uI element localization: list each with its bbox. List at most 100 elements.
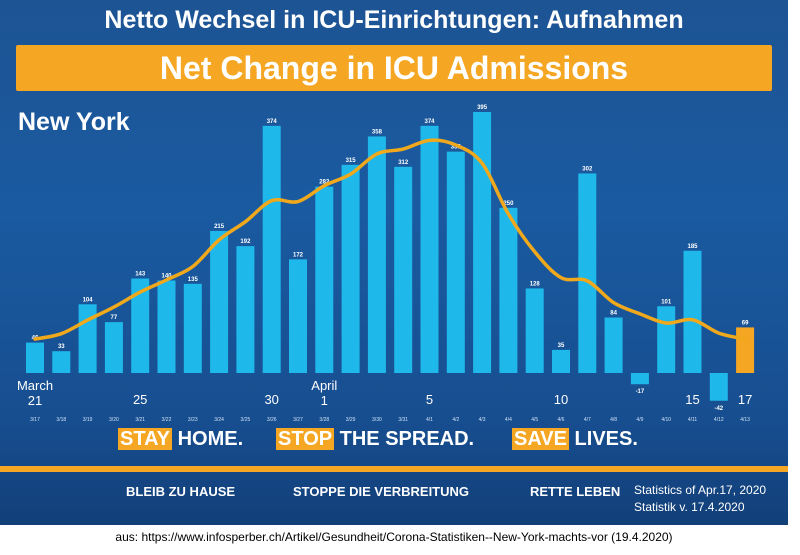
data-label: 84: [610, 310, 617, 316]
overlay-date-label: 15: [685, 392, 699, 407]
bar-3/18: [52, 351, 71, 373]
x-tick-label: 3/28: [319, 417, 329, 423]
bar-4/4: [499, 207, 518, 373]
data-label: 215: [214, 224, 225, 230]
footer-de1: BLEIB ZU HAUSE: [126, 484, 236, 499]
data-label: 374: [424, 119, 435, 125]
bar-3/25: [236, 246, 255, 373]
bar-3/17: [26, 342, 44, 373]
bar-4/2: [446, 151, 465, 373]
overlay-date-label: April: [311, 378, 337, 393]
bar-3/29: [341, 164, 360, 373]
bar-4/7: [578, 173, 597, 373]
x-tick-label: 4/7: [584, 417, 591, 423]
data-label: 104: [83, 297, 94, 303]
footer-de3: RETTE LEBEN: [530, 484, 621, 499]
x-tick-label: 4/11: [688, 417, 698, 423]
x-tick-label: 4/6: [558, 417, 565, 423]
bar-3/26: [262, 125, 281, 373]
x-tick-label: 4/13: [740, 417, 750, 423]
data-label: 35: [558, 343, 565, 349]
x-tick-label: 4/4: [505, 417, 512, 423]
bar-3/31: [394, 166, 413, 373]
data-label: 250: [503, 201, 514, 207]
stat-date-de: Statistik v. 17.4.2020: [634, 500, 745, 514]
slogan-home: HOME.: [172, 428, 244, 450]
data-label: 282: [319, 180, 330, 186]
overlay-date-label: 25: [133, 392, 147, 407]
bar-3/20: [104, 322, 123, 373]
data-label: 315: [346, 158, 357, 164]
overlay-date-label: 5: [426, 392, 433, 407]
x-tick-label: 4/5: [531, 417, 538, 423]
bar-4/5: [525, 288, 544, 373]
stat-date-en: Statistics of Apr.17, 2020: [634, 483, 767, 497]
bar-4/6: [552, 349, 570, 373]
bar-3/22: [157, 280, 176, 373]
bar-3/27: [289, 259, 307, 373]
data-label: 358: [372, 129, 383, 135]
x-tick-label: 3/21: [135, 417, 145, 423]
footer-de2: STOPPE DIE VERBREITUNG: [293, 484, 470, 499]
bar-3/19: [78, 304, 97, 373]
trend-line: [33, 138, 747, 341]
bar-3/23: [183, 283, 202, 373]
slogan-spread: THE SPREAD.: [334, 428, 475, 450]
x-tick-label: 4/12: [714, 417, 724, 423]
bar-3/28: [315, 186, 334, 373]
x-tick-label: 4/2: [452, 417, 459, 423]
data-label: 312: [398, 160, 409, 166]
data-label: 101: [661, 299, 672, 305]
x-tick-label: 3/30: [372, 417, 382, 423]
bar-3/24: [210, 230, 229, 373]
slogan-save: SAVE: [512, 428, 569, 450]
x-tick-label: 4/3: [479, 417, 486, 423]
overlay-date-label: 21: [28, 393, 42, 408]
bar-4/9: [630, 373, 649, 385]
x-tick-label: 3/22: [162, 417, 172, 423]
divider: [0, 466, 788, 472]
bar-3/30: [367, 136, 386, 373]
data-label: 395: [477, 105, 488, 111]
data-label: 185: [687, 244, 698, 250]
bar-4/3: [473, 112, 492, 373]
overlay-date-label: 1: [321, 393, 328, 408]
data-label: 172: [293, 252, 304, 258]
x-tick-label: 4/9: [636, 417, 643, 423]
x-tick-label: 3/23: [188, 417, 198, 423]
overlay-date-label: 10: [554, 392, 568, 407]
x-tick-label: 4/1: [426, 417, 433, 423]
data-label: 128: [530, 281, 541, 287]
data-label: 69: [742, 320, 749, 326]
data-label: 192: [240, 239, 251, 245]
bar-4/11: [683, 250, 702, 373]
data-label: 335: [451, 145, 462, 151]
x-tick-label: 3/24: [214, 417, 224, 423]
data-label: 140: [161, 273, 172, 279]
x-tick-label: 3/18: [56, 417, 66, 423]
chart-banner-title: Net Change in ICU Admissions: [16, 45, 772, 91]
data-label: -17: [636, 389, 645, 395]
overlay-date-label: March: [17, 378, 53, 393]
source-caption: aus: https://www.infosperber.ch/Artikel/…: [115, 530, 673, 544]
data-label: 143: [135, 272, 146, 278]
x-tick-label: 3/19: [83, 417, 93, 423]
x-tick-label: 3/25: [241, 417, 251, 423]
slogan-stop: STOP: [276, 428, 335, 450]
x-tick-label: 3/27: [293, 417, 303, 423]
data-label: -42: [714, 406, 723, 412]
data-label: 33: [58, 344, 65, 350]
x-tick-label: 3/29: [346, 417, 356, 423]
x-tick-label: 3/31: [398, 417, 408, 423]
overlay-date-label: 30: [264, 392, 278, 407]
bar-3/21: [131, 278, 150, 373]
bar-4/8: [604, 317, 623, 373]
bar-4/12: [709, 373, 728, 401]
x-tick-label: 3/26: [267, 417, 277, 423]
data-label: 374: [267, 119, 278, 125]
data-label: 135: [188, 277, 199, 283]
x-tick-label: 4/8: [610, 417, 617, 423]
overlay-date-label: 17: [738, 392, 752, 407]
slogan-lives: LIVES.: [568, 428, 638, 450]
page-title: Netto Wechsel in ICU-Einrichtungen: Aufn…: [104, 6, 684, 34]
